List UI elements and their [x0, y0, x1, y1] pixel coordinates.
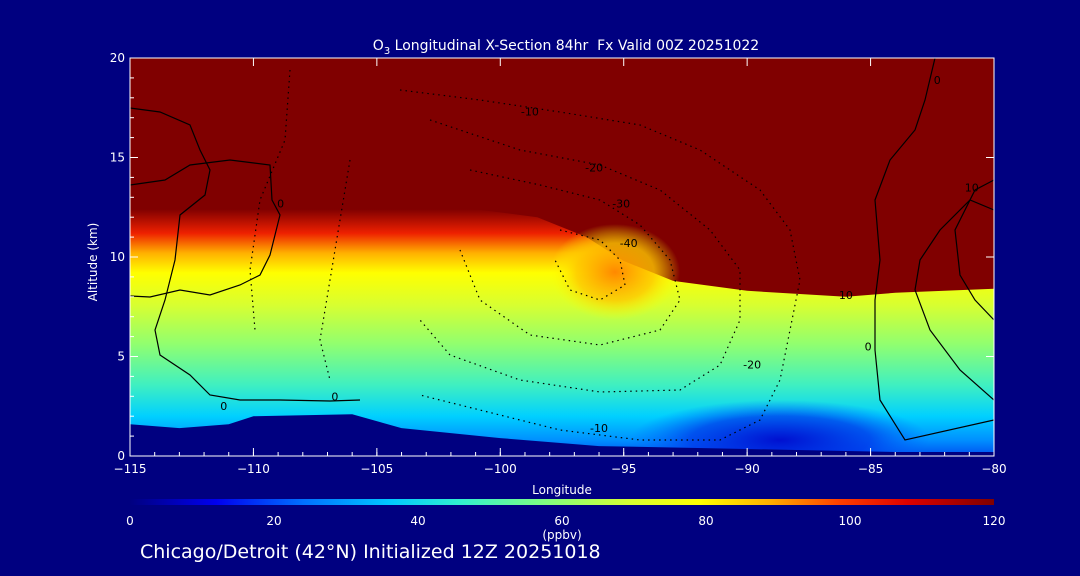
x-tick-label: −110 — [237, 462, 270, 476]
colorbar-ticks: 0 20 40 60 80 100 120 — [126, 514, 1005, 528]
x-axis-label: Longitude — [532, 483, 592, 497]
contour-label: 0 — [934, 74, 941, 87]
contour-labels: -10 -20 -30 -40 -20 -10 0 0 0 0 0 10 10 — [220, 74, 979, 435]
colorbar-tick-label: 60 — [554, 514, 569, 528]
contour-solid-east-2 — [874, 58, 994, 441]
x-tick-label: −95 — [611, 462, 636, 476]
contour-solid-east — [914, 199, 994, 401]
plot-field: -10 -20 -30 -40 -20 -10 0 0 0 0 0 10 10 — [130, 58, 994, 456]
chart-title: O3 Longitudinal X-Section 84hr Fx Valid … — [373, 38, 759, 57]
y-axis-label: Altitude (km) — [86, 223, 100, 302]
colorbar-tick-label: 100 — [839, 514, 862, 528]
terrain-mask — [130, 414, 994, 456]
stratosphere-region — [130, 58, 994, 297]
y-axis: 0 5 10 15 20 — [110, 51, 994, 463]
contour-label: 0 — [220, 400, 227, 413]
colorbar-tick-label: 120 — [983, 514, 1006, 528]
x-tick-label: −105 — [360, 462, 393, 476]
contour-label: 0 — [865, 341, 872, 354]
x-tick-label: −100 — [484, 462, 517, 476]
contour-label: -20 — [743, 358, 761, 371]
colorbar-tick-label: 80 — [698, 514, 713, 528]
y-tick-label: 15 — [110, 151, 125, 165]
low-ozone-region — [630, 400, 930, 456]
contour-label: -10 — [521, 106, 539, 119]
contour-solid-west-2 — [130, 159, 281, 298]
y-tick-label: 10 — [110, 250, 125, 264]
title-rest: Longitudinal X-Section 84hr Fx Valid 00Z… — [390, 38, 759, 54]
contour-neg20 — [419, 119, 741, 393]
contour-lines — [130, 58, 994, 441]
colorbar-tick-label: 0 — [126, 514, 134, 528]
contour-neg10 — [399, 89, 801, 441]
x-axis: −115 −110 −105 −100 −95 −90 −85 −80 — [114, 58, 1007, 476]
title-o: O — [373, 38, 384, 54]
contour-label: 0 — [277, 197, 284, 210]
contour-label: -20 — [585, 161, 603, 174]
y-tick-label: 5 — [117, 350, 125, 364]
colorbar — [130, 499, 994, 505]
colorbar-unit-label: (ppbv) — [542, 528, 581, 542]
contour-label: 0 — [331, 390, 338, 403]
contour-neg30 — [459, 169, 681, 346]
contour-dotted-lines — [249, 69, 801, 441]
contour-label: 10 — [965, 181, 979, 194]
title-sub: 3 — [384, 46, 390, 57]
contour-label: -40 — [620, 237, 638, 250]
y-tick-label: 20 — [110, 51, 125, 65]
ozone-maximum-blob — [550, 224, 680, 320]
footer-caption: Chicago/Detroit (42°N) Initialized 12Z 2… — [140, 541, 601, 563]
contour-label: -30 — [612, 197, 630, 210]
x-tick-label: −115 — [114, 462, 147, 476]
x-tick-label: −90 — [734, 462, 759, 476]
contour-outer — [249, 69, 351, 381]
colorbar-tick-label: 20 — [266, 514, 281, 528]
colorbar-tick-label: 40 — [410, 514, 425, 528]
contour-label: -10 — [590, 422, 608, 435]
contour-solid-east-3 — [954, 179, 994, 321]
x-tick-label: −80 — [981, 462, 1006, 476]
contour-solid-west — [130, 107, 361, 402]
y-tick-label: 0 — [117, 449, 125, 463]
x-tick-label: −85 — [858, 462, 883, 476]
contour-label: 10 — [839, 289, 853, 302]
